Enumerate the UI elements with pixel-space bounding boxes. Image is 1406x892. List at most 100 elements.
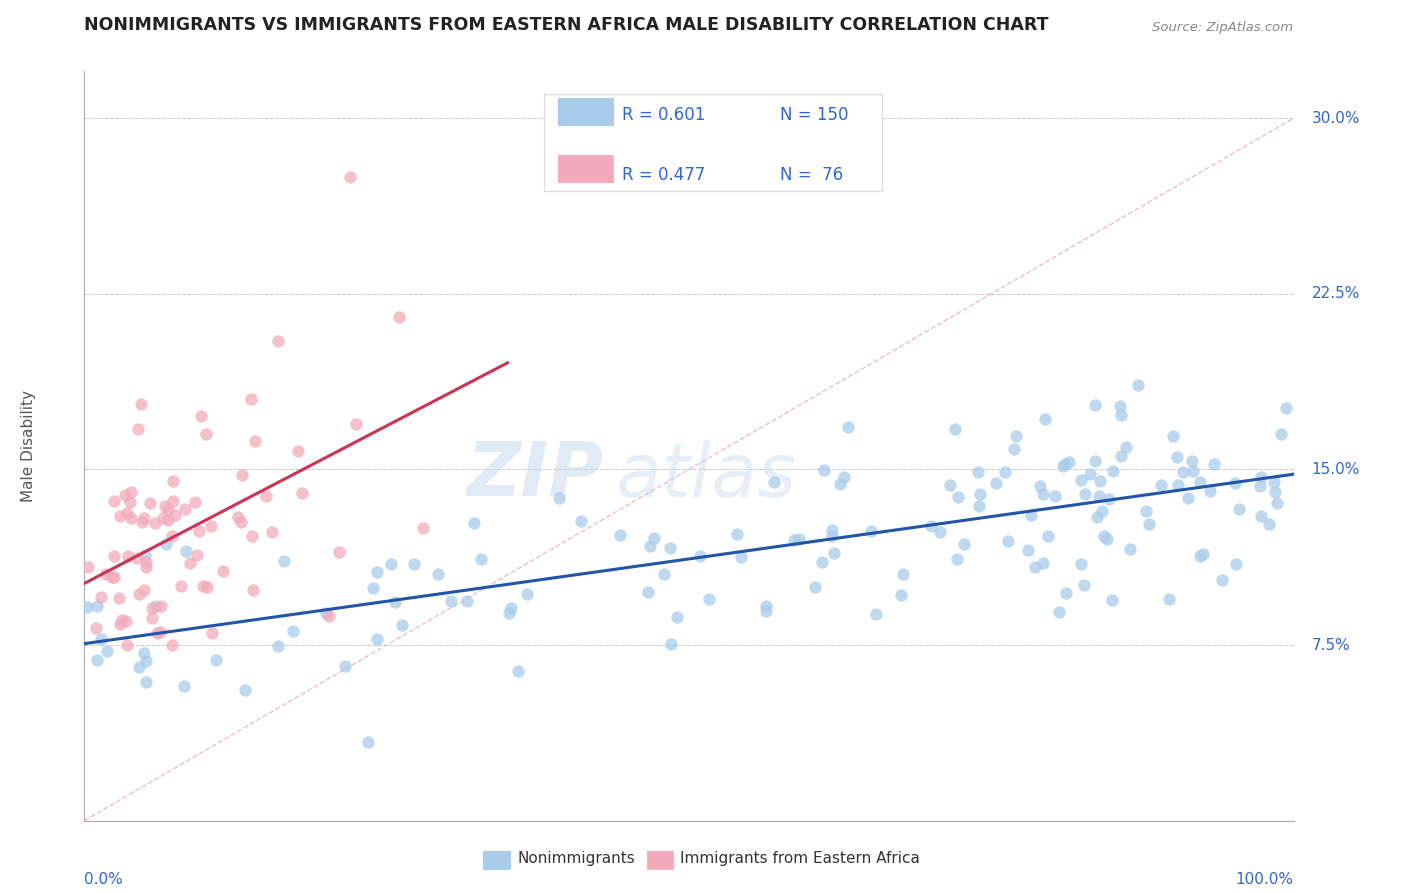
- Point: [865, 607, 887, 622]
- Point: [920, 519, 942, 533]
- Point: [86, 653, 108, 667]
- Point: [463, 516, 485, 531]
- Point: [132, 511, 155, 525]
- Point: [725, 526, 748, 541]
- Point: [1119, 541, 1142, 556]
- Point: [640, 539, 662, 553]
- Point: [1078, 467, 1101, 482]
- Point: [162, 493, 184, 508]
- Point: [1188, 475, 1211, 489]
- Point: [145, 599, 167, 614]
- Point: [1085, 510, 1108, 524]
- Point: [1019, 508, 1042, 522]
- Point: [139, 496, 162, 510]
- Point: [111, 613, 134, 627]
- Point: [86, 599, 108, 613]
- Point: [762, 475, 785, 490]
- Point: [174, 501, 197, 516]
- Point: [811, 555, 834, 569]
- Point: [439, 594, 461, 608]
- Point: [427, 567, 450, 582]
- Point: [943, 421, 966, 435]
- Point: [152, 510, 174, 524]
- Point: [755, 599, 778, 613]
- Point: [315, 606, 337, 620]
- Point: [150, 599, 173, 613]
- Point: [1192, 547, 1215, 561]
- Point: [948, 490, 970, 504]
- Point: [1135, 503, 1157, 517]
- Point: [229, 515, 252, 529]
- Point: [1002, 442, 1025, 456]
- Point: [783, 533, 806, 547]
- Point: [328, 545, 350, 559]
- Point: [946, 551, 969, 566]
- Point: [128, 660, 150, 674]
- Point: [233, 682, 256, 697]
- FancyBboxPatch shape: [647, 851, 673, 870]
- Point: [1249, 479, 1271, 493]
- Point: [273, 554, 295, 568]
- Point: [697, 591, 720, 606]
- Point: [755, 604, 778, 618]
- Point: [1098, 491, 1121, 506]
- FancyBboxPatch shape: [558, 155, 613, 182]
- Point: [184, 495, 207, 509]
- Point: [114, 488, 136, 502]
- Point: [837, 420, 859, 434]
- Point: [281, 624, 304, 638]
- Point: [344, 417, 367, 432]
- Point: [204, 653, 226, 667]
- Point: [1267, 495, 1289, 509]
- Point: [658, 541, 681, 555]
- Text: 100.0%: 100.0%: [1236, 872, 1294, 888]
- Point: [173, 679, 195, 693]
- Point: [643, 531, 665, 545]
- Text: 30.0%: 30.0%: [1312, 111, 1360, 126]
- Point: [1225, 558, 1247, 572]
- Text: N = 150: N = 150: [780, 106, 848, 124]
- Point: [1005, 428, 1028, 442]
- Point: [195, 580, 218, 594]
- Point: [77, 560, 100, 574]
- Point: [730, 550, 752, 565]
- FancyBboxPatch shape: [544, 94, 883, 191]
- Point: [1167, 477, 1189, 491]
- Text: Source: ZipAtlas.com: Source: ZipAtlas.com: [1153, 21, 1294, 34]
- Point: [200, 519, 222, 533]
- Point: [1109, 450, 1132, 464]
- Text: 15.0%: 15.0%: [1312, 462, 1360, 477]
- Point: [141, 601, 163, 615]
- Point: [412, 521, 434, 535]
- Point: [834, 470, 856, 484]
- Point: [84, 622, 107, 636]
- Text: Nonimmigrants: Nonimmigrants: [517, 851, 636, 865]
- Point: [90, 590, 112, 604]
- Point: [160, 638, 183, 652]
- Point: [1188, 549, 1211, 564]
- Point: [135, 555, 157, 569]
- Text: Male Disability: Male Disability: [21, 390, 37, 502]
- Text: ZIP: ZIP: [467, 440, 605, 513]
- Point: [162, 475, 184, 489]
- Point: [1084, 398, 1107, 412]
- Point: [191, 579, 214, 593]
- Point: [787, 532, 810, 546]
- Point: [128, 587, 150, 601]
- Point: [1270, 427, 1292, 442]
- Point: [1052, 459, 1074, 474]
- Point: [132, 583, 155, 598]
- Point: [1045, 489, 1067, 503]
- Point: [1109, 399, 1132, 413]
- Text: 22.5%: 22.5%: [1312, 286, 1360, 301]
- Point: [131, 515, 153, 529]
- Point: [470, 552, 492, 566]
- Point: [652, 566, 675, 581]
- Point: [169, 579, 191, 593]
- Point: [101, 570, 124, 584]
- Point: [141, 611, 163, 625]
- Point: [108, 617, 131, 632]
- Point: [1101, 593, 1123, 607]
- Point: [1024, 560, 1046, 574]
- Point: [1017, 543, 1039, 558]
